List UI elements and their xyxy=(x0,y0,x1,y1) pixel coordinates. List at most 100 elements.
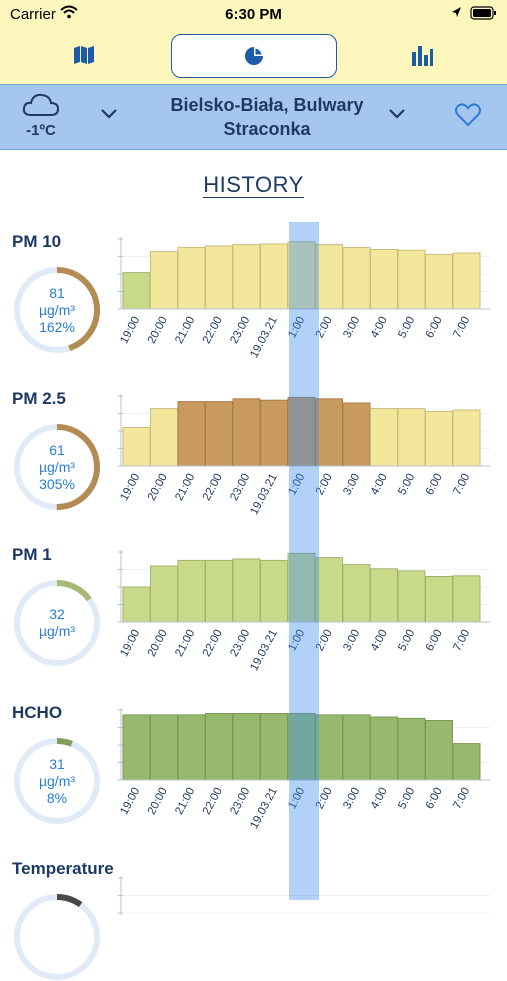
bar xyxy=(177,714,206,781)
bar xyxy=(232,558,261,623)
wifi-icon xyxy=(60,5,78,24)
bar xyxy=(397,249,426,310)
bar xyxy=(232,398,261,467)
gauge-percent: 162% xyxy=(39,318,75,335)
favorite-heart-icon[interactable] xyxy=(455,103,481,132)
bar xyxy=(122,714,151,781)
bar xyxy=(287,552,316,623)
bar xyxy=(370,408,398,467)
bar xyxy=(150,565,178,623)
bar xyxy=(177,559,206,623)
bar xyxy=(397,408,426,467)
bar xyxy=(122,586,151,623)
x-tick-label: 20:00 xyxy=(146,628,170,659)
bar xyxy=(315,714,343,781)
x-tick-label: 23:00 xyxy=(228,472,252,503)
status-bar: Carrier 6:30 PM xyxy=(0,0,507,28)
x-tick-label: 5:00 xyxy=(396,786,417,811)
bar xyxy=(287,713,316,781)
bar xyxy=(425,576,453,623)
bar xyxy=(150,714,178,781)
x-tick-label: 2:00 xyxy=(314,786,335,811)
x-tick-label: 5:00 xyxy=(396,628,417,653)
hcho-label: HCHO xyxy=(12,703,63,722)
x-tick-label: 2:00 xyxy=(314,472,335,497)
x-tick-label: 22:00 xyxy=(201,628,225,659)
bar xyxy=(205,559,233,623)
bar xyxy=(232,713,261,781)
x-tick-label: 7:00 xyxy=(451,786,472,811)
temperature-chart xyxy=(118,876,490,915)
x-tick-label: 3:00 xyxy=(341,786,362,811)
pm1-gauge xyxy=(14,580,100,666)
tab-history[interactable] xyxy=(171,34,337,78)
x-tick-label: 3:00 xyxy=(341,472,362,497)
x-tick-label: 6:00 xyxy=(424,786,445,811)
bar xyxy=(260,713,288,781)
pm10-gauge xyxy=(14,267,100,353)
bar xyxy=(260,559,288,623)
status-right-icons xyxy=(451,6,497,25)
chevron-down-icon[interactable] xyxy=(388,107,406,125)
bar xyxy=(287,396,316,467)
battery-icon xyxy=(470,6,494,20)
temperature-label: Temperature xyxy=(12,859,114,878)
bar xyxy=(260,399,288,467)
pm10-label: PM 10 xyxy=(12,232,62,251)
bar xyxy=(287,241,316,310)
x-tick-label: 19:00 xyxy=(118,472,142,503)
bar xyxy=(315,398,343,467)
pm10-gauge-text: 81 µg/m³ 162% xyxy=(13,285,101,336)
gauge-arc xyxy=(14,738,100,824)
gauge-arc xyxy=(14,267,100,353)
gauge-value: 32 xyxy=(49,606,65,622)
location-name[interactable]: Bielsko-Biała, Bulwary Straconka xyxy=(170,95,364,139)
gauge-percent: 8% xyxy=(46,789,68,806)
gauge-value: 81 xyxy=(49,284,65,301)
gauge-unit: µg/m³ xyxy=(38,301,76,318)
tab-map[interactable] xyxy=(54,34,114,76)
x-tick-label: 4:00 xyxy=(369,472,390,497)
x-tick-label: 19.03.21 xyxy=(248,315,280,360)
gauge-arc xyxy=(14,580,100,666)
x-tick-label: 6:00 xyxy=(424,628,445,653)
x-tick-label: 4:00 xyxy=(369,786,390,811)
chevron-down-icon[interactable] xyxy=(100,107,118,125)
bar xyxy=(205,401,233,467)
bar xyxy=(232,244,261,310)
bar xyxy=(205,245,233,310)
x-tick-label: 2:00 xyxy=(314,315,335,340)
bar xyxy=(342,246,371,310)
x-tick-label: 4:00 xyxy=(369,628,390,653)
x-tick-label: 19.03.21 xyxy=(248,628,280,673)
bar xyxy=(342,564,371,623)
pm1-gauge-text: 32 µg/m³ xyxy=(13,606,101,640)
location-arrow-icon xyxy=(452,7,461,17)
weather-widget: -1ºC xyxy=(18,89,64,139)
temperature-label: -1ºC xyxy=(26,122,56,139)
tab-stats[interactable] xyxy=(392,34,452,76)
x-tick-label: 23:00 xyxy=(228,315,252,346)
page-title: HISTORY xyxy=(203,172,304,198)
x-tick-label: 3:00 xyxy=(341,628,362,653)
bar xyxy=(177,401,206,467)
x-tick-label: 7:00 xyxy=(451,315,472,340)
x-tick-label: 7:00 xyxy=(451,628,472,653)
x-tick-label: 20:00 xyxy=(146,472,170,503)
x-tick-label: 19.03.21 xyxy=(248,786,280,831)
x-tick-label: 23:00 xyxy=(228,786,252,817)
gauge-value: 31 xyxy=(49,755,65,772)
bar xyxy=(177,246,206,310)
bar xyxy=(425,410,453,467)
gauge-arc xyxy=(14,424,100,510)
x-tick-label: 20:00 xyxy=(146,786,170,817)
x-tick-label: 19:00 xyxy=(118,315,142,346)
x-tick-label: 5:00 xyxy=(396,472,417,497)
x-tick-label: 22:00 xyxy=(201,472,225,503)
pie-chart-icon xyxy=(245,47,263,65)
bar xyxy=(205,713,233,781)
bar xyxy=(370,716,398,781)
